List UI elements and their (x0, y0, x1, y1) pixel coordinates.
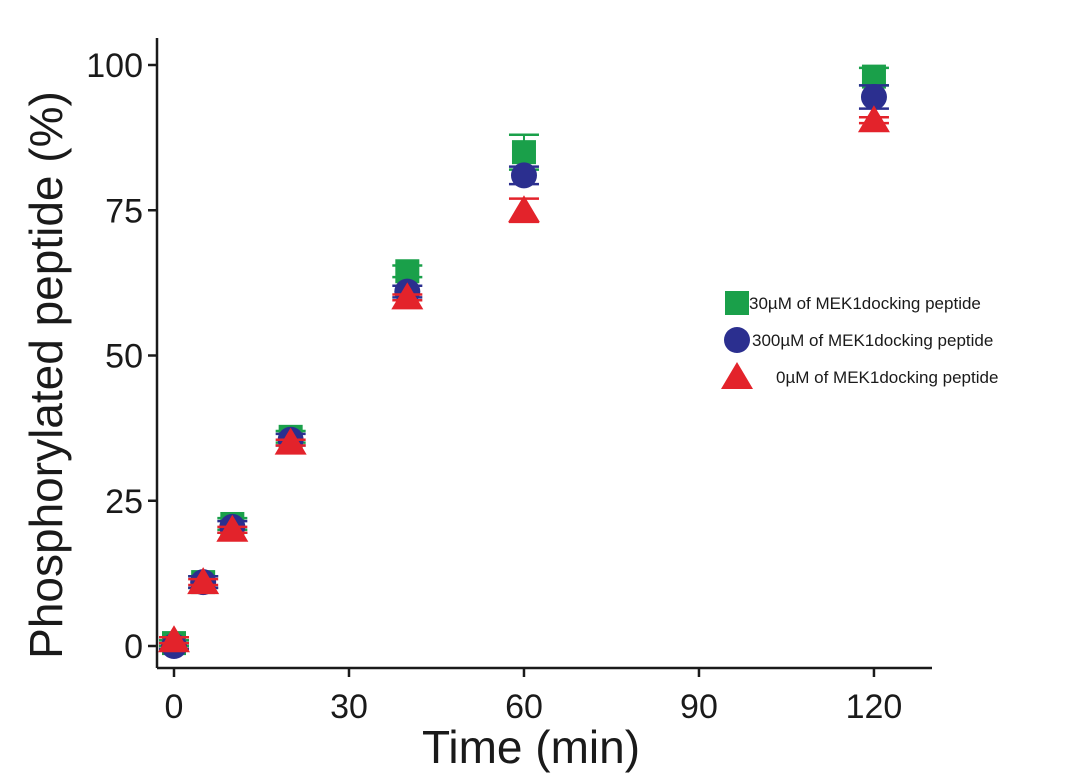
data-point-triangle (391, 282, 424, 310)
data-point-triangle (507, 195, 540, 223)
legend-item: 300µM of MEK1docking peptide (724, 327, 993, 353)
y-tick-label: 50 (105, 338, 143, 376)
legend-label: 30µM of MEK1docking peptide (749, 294, 981, 313)
legend-label: 0µM of MEK1docking peptide (776, 368, 998, 387)
data-point-triangle (158, 625, 190, 653)
axes (155, 38, 932, 670)
data-point-triangle (187, 567, 220, 595)
legend: 30µM of MEK1docking peptide 300µM of MEK1… (721, 291, 998, 389)
data-point-circle (860, 83, 887, 110)
legend-marker-triangle (721, 362, 753, 389)
legend-label: 300µM of MEK1docking peptide (752, 331, 993, 350)
x-axis-title: Time (min) (422, 721, 640, 773)
x-tick-label: 90 (680, 688, 718, 726)
legend-item: 30µM of MEK1docking peptide (725, 291, 981, 315)
data-point-triangle (857, 105, 890, 133)
x-tick-label: 0 (165, 688, 184, 726)
series-triangle (158, 105, 890, 653)
data-point-circle (510, 162, 537, 189)
y-tick-label: 75 (105, 192, 143, 230)
y-axis-title: Phosphorylated peptide (%) (20, 91, 72, 659)
series-square (159, 64, 889, 656)
y-tick-label: 0 (124, 628, 143, 666)
data-point-triangle (274, 427, 307, 455)
legend-item: 0µM of MEK1docking peptide (721, 362, 998, 389)
x-tick-label: 60 (505, 688, 543, 726)
legend-marker-circle (724, 327, 750, 353)
x-tick-label: 30 (330, 688, 368, 726)
x-tick-label: 120 (846, 688, 903, 726)
data-markers (158, 64, 890, 659)
data-point-triangle (216, 514, 249, 542)
x-ticks: 0 30 60 90 120 (165, 668, 903, 726)
y-ticks: 0 25 50 75 100 (86, 47, 157, 666)
y-tick-label: 25 (105, 483, 143, 521)
legend-marker-square (725, 291, 749, 315)
data-point-square (511, 140, 536, 165)
y-tick-label: 100 (86, 47, 143, 85)
